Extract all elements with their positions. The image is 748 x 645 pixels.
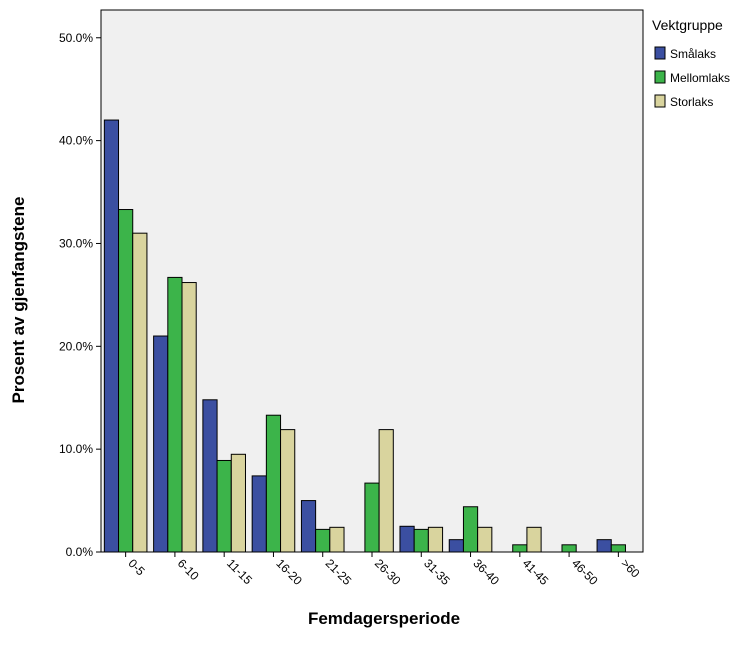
bar — [118, 209, 134, 553]
x-axis-label: Femdagersperiode — [308, 609, 460, 628]
y-tick-label: 0.0% — [66, 545, 94, 559]
bar — [329, 526, 345, 553]
bar — [413, 528, 429, 553]
bar — [315, 528, 331, 553]
x-tick-label: 0-5 — [126, 556, 148, 578]
x-tick-label: 21-25 — [323, 556, 355, 588]
bar — [448, 539, 464, 553]
bar — [230, 453, 246, 553]
bar — [265, 414, 282, 553]
bar — [132, 232, 148, 553]
x-tick-label: 41-45 — [520, 556, 552, 588]
bar — [364, 482, 380, 553]
bar — [427, 526, 444, 553]
bar — [153, 335, 169, 553]
legend-label: Storlaks — [670, 95, 713, 109]
bar — [280, 429, 296, 553]
bar — [610, 544, 626, 553]
legend-title: Vektgruppe — [652, 17, 723, 33]
bar — [462, 506, 479, 553]
x-tick-label: 11-15 — [224, 556, 255, 587]
y-tick-label: 20.0% — [59, 339, 93, 353]
bar — [399, 525, 415, 553]
x-tick-label: 36-40 — [470, 556, 502, 588]
y-tick-label: 50.0% — [59, 31, 93, 45]
bar — [167, 276, 183, 553]
bar — [300, 500, 317, 553]
y-axis-label: Prosent av gjenfangstene — [9, 197, 28, 404]
bar — [181, 282, 197, 553]
bar — [512, 544, 528, 553]
legend-label: Mellomlaks — [670, 71, 730, 85]
legend-swatch — [654, 70, 666, 84]
bar — [596, 539, 612, 553]
bar — [103, 119, 120, 553]
bar — [561, 544, 577, 553]
x-tick-label: 26-30 — [372, 556, 404, 588]
legend-swatch — [654, 46, 666, 60]
legend-swatch — [654, 94, 666, 108]
bar — [477, 526, 493, 553]
y-tick-label: 10.0% — [59, 442, 93, 456]
x-tick-label: 16-20 — [273, 556, 305, 588]
legend-label: Smålaks — [670, 47, 716, 61]
bar — [202, 399, 218, 553]
x-tick-label: 6-10 — [175, 556, 202, 583]
x-tick-label: 46-50 — [569, 556, 601, 588]
bar — [378, 429, 394, 553]
bar — [216, 459, 232, 553]
y-tick-label: 30.0% — [59, 236, 93, 250]
x-tick-label: >60 — [618, 556, 643, 581]
y-tick-label: 40.0% — [59, 134, 93, 148]
x-tick-label: 31-35 — [421, 556, 453, 588]
bar — [251, 475, 267, 553]
bar — [526, 526, 542, 553]
